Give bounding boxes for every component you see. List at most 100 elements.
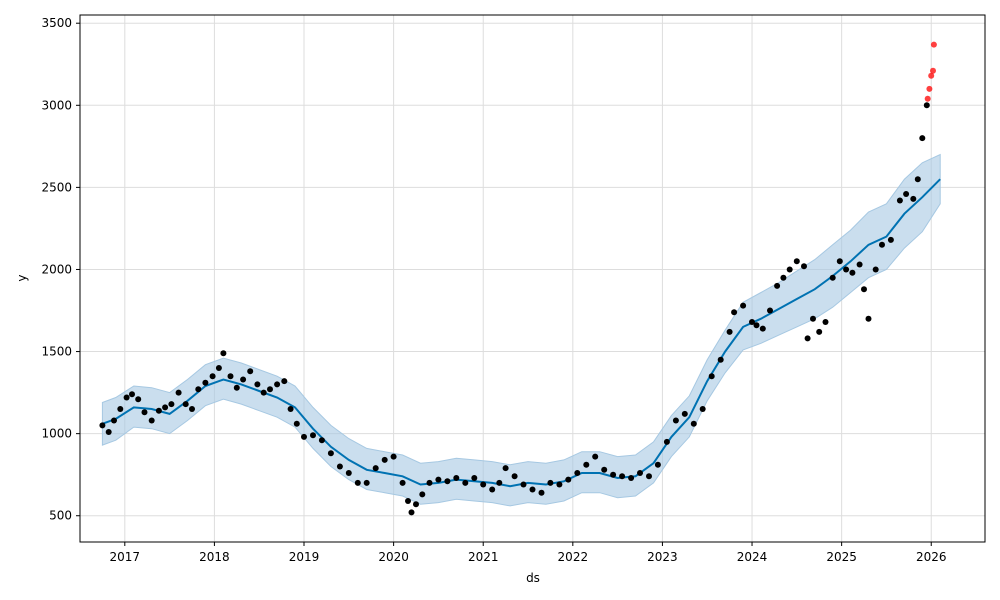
observed-point (399, 479, 406, 486)
y-axis-ticks: 500 1000 1500 2000 2500 3000 3500 (41, 16, 80, 523)
outlier-point (924, 95, 931, 102)
observed-point (547, 479, 554, 486)
observed-point (502, 465, 509, 472)
observed-point (780, 274, 787, 281)
outlier-point (930, 41, 937, 48)
observed-point (345, 470, 352, 476)
observed-point (872, 266, 879, 273)
y-tick-label: 1500 (41, 345, 72, 359)
observed-point (887, 236, 894, 243)
observed-point (381, 456, 388, 463)
y-tick-label: 500 (49, 509, 72, 523)
observed-point (919, 135, 926, 142)
observed-point (390, 453, 397, 460)
observed-point (637, 470, 643, 476)
x-tick-label: 2024 (737, 550, 768, 564)
observed-point (408, 509, 415, 516)
x-tick-label: 2018 (199, 550, 230, 564)
observed-point (601, 466, 608, 473)
observed-point (663, 438, 670, 445)
observed-point (646, 473, 652, 480)
observed-point (717, 356, 724, 363)
observed-point (327, 450, 334, 457)
observed-point (849, 269, 856, 276)
y-tick-label: 2000 (41, 262, 72, 276)
x-tick-label: 2023 (647, 550, 678, 564)
observed-point (610, 471, 617, 478)
observed-point (287, 406, 294, 412)
observed-point (480, 481, 487, 488)
uncertainty-band (101, 153, 941, 507)
observed-point (690, 420, 697, 427)
observed-point (471, 475, 478, 481)
observed-point (123, 394, 130, 401)
observed-point (220, 350, 227, 357)
observed-point (99, 422, 106, 429)
observed-point (227, 373, 234, 380)
observed-point (462, 479, 469, 486)
x-tick-label: 2025 (826, 550, 857, 564)
plot-frame (79, 14, 986, 543)
observed-point (753, 322, 760, 329)
x-axis-label: ds (526, 571, 540, 585)
x-tick-label: 2026 (916, 550, 947, 564)
observed-point (861, 286, 867, 293)
observed-point (879, 241, 885, 248)
outlier-points (924, 41, 937, 102)
observed-point (923, 102, 930, 109)
observed-point (583, 461, 590, 468)
observed-point (274, 381, 281, 388)
observed-point (903, 191, 910, 197)
observed-point (182, 401, 189, 408)
observed-point (801, 263, 807, 270)
observed-point (556, 481, 563, 488)
observed-point (254, 381, 261, 388)
observed-point (453, 475, 460, 481)
observed-point (822, 319, 829, 325)
x-tick-label: 2019 (289, 550, 320, 564)
observed-point (354, 479, 361, 486)
observed-point (310, 432, 316, 439)
observed-point (619, 473, 626, 480)
outlier-point (926, 85, 933, 92)
observed-point (731, 309, 738, 316)
observed-point (520, 481, 527, 488)
observed-point (726, 328, 733, 335)
observed-point (681, 410, 688, 417)
x-tick-label: 2020 (378, 550, 409, 564)
x-tick-label: 2021 (468, 550, 499, 564)
observed-point (336, 463, 343, 470)
observed-point (281, 378, 288, 385)
observed-point (202, 379, 209, 386)
observed-point (628, 475, 635, 481)
observed-point (816, 328, 823, 335)
observed-point (162, 404, 169, 411)
observed-point (247, 368, 254, 375)
y-tick-label: 3000 (41, 98, 72, 112)
observed-point (105, 429, 112, 435)
observed-point (810, 315, 816, 322)
observed-point (267, 386, 273, 393)
y-tick-label: 2500 (41, 180, 72, 194)
observed-point (117, 406, 124, 412)
observed-point (444, 478, 451, 485)
observed-point (759, 325, 766, 332)
y-tick-label: 3500 (41, 16, 72, 30)
observed-point (189, 406, 195, 412)
observed-point (865, 315, 872, 322)
observed-point (699, 406, 706, 412)
observed-point (129, 391, 135, 398)
observed-point (843, 266, 850, 273)
observed-point (318, 437, 325, 444)
outlier-point (930, 67, 936, 74)
observed-point (565, 476, 572, 483)
forecast-trend-line (102, 178, 941, 488)
outlier-point (928, 72, 935, 79)
observed-point (141, 409, 148, 416)
x-axis-ticks: 2017 2018 2019 2020 2021 2022 2023 2024 2025 2026 (110, 542, 947, 564)
observed-point (209, 373, 216, 380)
observed-point (260, 389, 267, 396)
observed-point (910, 195, 917, 202)
